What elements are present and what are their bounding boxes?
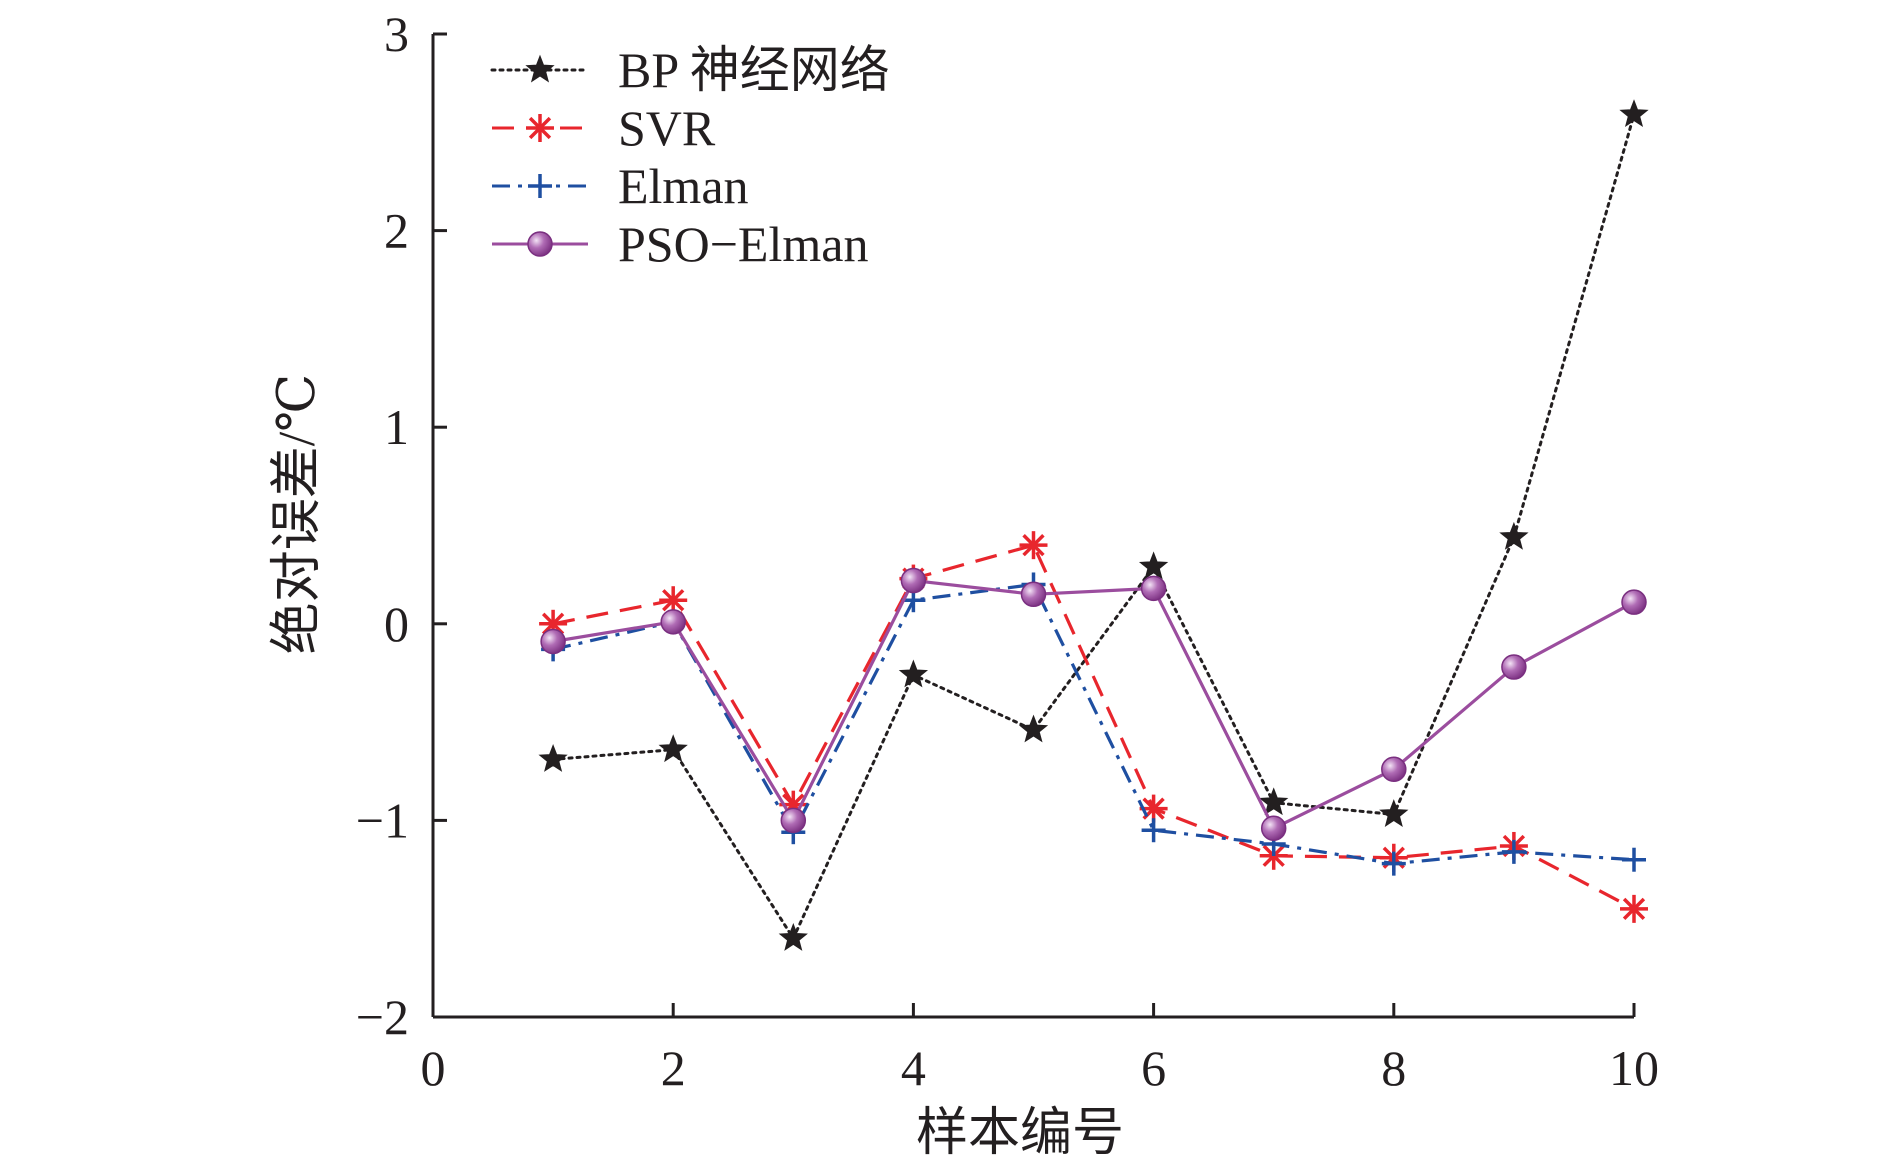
y-tick-label: −2	[356, 989, 409, 1045]
x-tick-label: 6	[1141, 1040, 1166, 1096]
legend-marker	[526, 114, 554, 142]
legend-label: SVR	[618, 100, 716, 156]
data-point	[898, 659, 929, 688]
data-point	[658, 734, 688, 763]
data-point	[1138, 551, 1169, 580]
data-point	[1499, 521, 1529, 550]
series-line	[551, 113, 1636, 940]
y-axis-title: 绝对误差/℃	[269, 374, 326, 655]
legend-item: SVR	[492, 100, 716, 156]
data-point	[1622, 847, 1646, 872]
series-0	[538, 99, 1649, 951]
y-tick-label: 3	[384, 6, 409, 62]
series-line	[552, 543, 1635, 911]
x-tick-label: 4	[901, 1040, 926, 1096]
y-tick-label: 1	[384, 399, 409, 455]
legend-item: PSO−Elman	[492, 216, 868, 272]
legend-label: BP 神经网络	[618, 42, 890, 98]
x-tick-label: 8	[1381, 1040, 1406, 1096]
data-point	[900, 567, 927, 594]
data-point	[1619, 99, 1649, 128]
y-tick-label: 0	[384, 596, 409, 652]
data-point	[1501, 839, 1526, 864]
legend-marker	[528, 174, 552, 198]
data-point	[1381, 756, 1407, 783]
x-tick-label: 0	[421, 1040, 446, 1096]
data-point	[1260, 815, 1287, 842]
data-point	[1140, 575, 1167, 602]
data-point	[540, 628, 566, 655]
legend-item: BP 神经网络	[490, 42, 890, 98]
data-point	[1381, 851, 1406, 876]
data-point	[660, 609, 686, 635]
axes: 0 2 4 6 8 10 −2 −1 0 1 2 3	[356, 6, 1659, 1096]
data-point	[1259, 787, 1289, 816]
data-point	[1379, 799, 1409, 827]
data-point	[538, 744, 568, 772]
data-point	[778, 922, 808, 951]
legend-marker	[525, 54, 555, 83]
data-point	[1141, 818, 1166, 843]
x-tick-label: 2	[661, 1040, 686, 1096]
legend-item: Elman	[492, 158, 749, 214]
data-point	[1020, 581, 1047, 608]
data-point	[1018, 714, 1049, 743]
x-tick-label: 10	[1609, 1040, 1659, 1096]
data-point	[1501, 654, 1527, 680]
series-line	[552, 582, 1635, 866]
data-point	[1621, 589, 1647, 615]
y-tick-label: −1	[356, 792, 409, 848]
series-3	[540, 567, 1647, 842]
data-point	[1620, 894, 1648, 923]
x-axis-title: 样本编号	[916, 1105, 1124, 1162]
data-point	[780, 807, 807, 834]
series-layer	[538, 99, 1649, 951]
legend-label: PSO−Elman	[618, 216, 868, 272]
legend-label: Elman	[618, 158, 749, 214]
y-tick-label: 2	[384, 203, 409, 259]
legend-marker	[527, 231, 553, 257]
series-line	[552, 578, 1635, 830]
data-point	[1019, 531, 1048, 560]
